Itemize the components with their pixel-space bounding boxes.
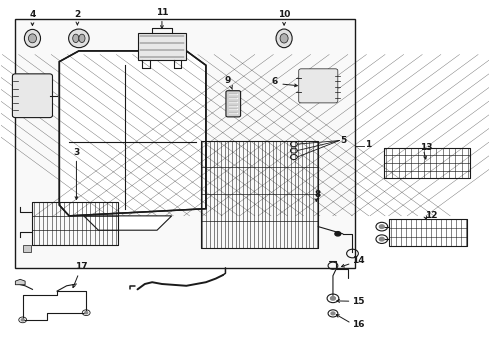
Ellipse shape [280,34,288,43]
Circle shape [331,312,335,315]
Text: 3: 3 [74,148,79,157]
Ellipse shape [69,29,89,48]
FancyBboxPatch shape [299,69,338,103]
Circle shape [331,297,335,300]
Text: 9: 9 [225,76,231,85]
Text: 17: 17 [75,262,88,271]
Text: 13: 13 [420,143,432,152]
Ellipse shape [73,34,79,42]
Text: 12: 12 [425,211,437,220]
Text: 1: 1 [365,140,371,149]
Text: 16: 16 [352,320,365,329]
Bar [384,148,470,178]
Bar [32,202,118,244]
Bar [138,33,186,60]
Ellipse shape [24,30,41,47]
Text: 2: 2 [74,10,80,19]
Polygon shape [59,51,206,216]
Polygon shape [84,216,172,230]
Circle shape [379,237,384,241]
Circle shape [379,225,384,228]
Text: 14: 14 [352,256,365,265]
Text: 4: 4 [29,10,36,19]
Circle shape [21,319,24,321]
Bar [15,19,355,268]
Bar [201,140,318,248]
Text: 6: 6 [271,77,278,86]
FancyBboxPatch shape [12,74,52,118]
Ellipse shape [276,29,292,48]
Text: 5: 5 [340,136,346,145]
FancyBboxPatch shape [226,91,241,117]
Text: 10: 10 [278,10,290,19]
Circle shape [85,312,88,314]
Bar [389,220,467,246]
Ellipse shape [79,34,85,42]
Text: 11: 11 [156,8,168,17]
Text: 8: 8 [315,190,320,199]
Text: 7: 7 [20,79,26,88]
Circle shape [335,231,341,236]
Bar [23,244,31,252]
Text: 15: 15 [352,297,365,306]
Polygon shape [15,279,25,285]
Ellipse shape [28,34,36,43]
